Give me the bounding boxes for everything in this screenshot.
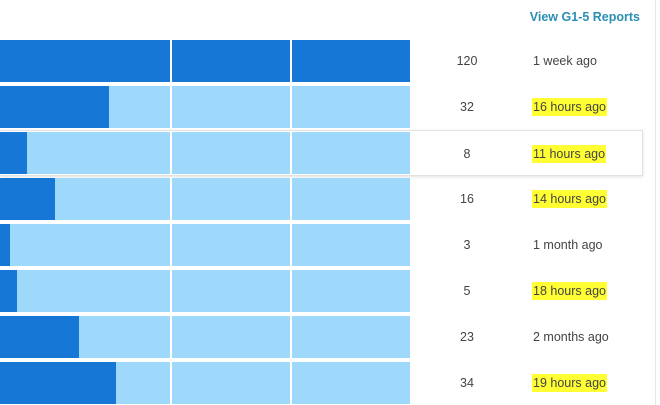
bar-segment-divider — [290, 316, 292, 358]
bar-segment-divider — [170, 224, 172, 266]
progress-bar-fill — [0, 362, 117, 404]
row-time: 1 month ago — [532, 222, 604, 268]
row-count: 8 — [463, 147, 471, 161]
row-count: 32 — [460, 100, 474, 114]
row-count: 23 — [460, 330, 474, 344]
progress-bar-fill — [0, 40, 410, 82]
row-count: 120 — [456, 54, 478, 68]
bar-segment-divider — [170, 132, 172, 174]
row-time-text: 2 months ago — [533, 330, 609, 344]
row-time: 19 hours ago — [532, 360, 607, 405]
bar-segment-divider — [290, 224, 292, 266]
list-row[interactable]: 120 1 week ago — [0, 38, 655, 84]
progress-bar-fill — [0, 132, 28, 174]
panel-edge-divider — [655, 0, 656, 405]
progress-bar — [0, 224, 410, 266]
progress-list: 120 1 week ago 32 16 hours ago 8 11 hour… — [0, 38, 655, 405]
progress-bar — [0, 270, 410, 312]
bar-segment-divider — [290, 362, 292, 404]
row-time-text: 18 hours ago — [532, 282, 607, 300]
row-count: 34 — [460, 376, 474, 390]
progress-bar-fill — [0, 86, 110, 128]
row-time: 2 months ago — [532, 314, 610, 360]
row-count: 5 — [463, 284, 471, 298]
bar-segment-divider — [290, 132, 292, 174]
progress-bar — [0, 178, 410, 220]
progress-bar — [0, 40, 410, 82]
bar-segment-divider — [290, 270, 292, 312]
row-time: 18 hours ago — [532, 268, 607, 314]
view-reports-link[interactable]: View G1-5 Reports — [529, 10, 640, 24]
progress-bar-fill — [0, 224, 11, 266]
bar-segment-divider — [290, 178, 292, 220]
bar-segment-divider — [170, 86, 172, 128]
progress-bar-fill — [0, 270, 18, 312]
progress-bar — [0, 86, 410, 128]
row-time: 14 hours ago — [532, 176, 607, 222]
progress-bar-fill — [0, 178, 55, 220]
progress-bar — [0, 316, 410, 358]
bar-segment-divider — [170, 178, 172, 220]
row-time-text: 19 hours ago — [532, 374, 607, 392]
list-row[interactable]: 32 16 hours ago — [0, 84, 655, 130]
progress-bar — [0, 132, 410, 174]
row-time-text: 16 hours ago — [532, 98, 607, 116]
row-time-text: 11 hours ago — [532, 145, 607, 163]
bar-segment-divider — [290, 86, 292, 128]
list-row[interactable]: 3 1 month ago — [0, 222, 655, 268]
bar-segment-divider — [290, 40, 292, 82]
list-row[interactable]: 23 2 months ago — [0, 314, 655, 360]
row-time-text: 14 hours ago — [532, 190, 607, 208]
row-time-text: 1 week ago — [533, 54, 597, 68]
list-row[interactable]: 5 18 hours ago — [0, 268, 655, 314]
row-time: 1 week ago — [532, 38, 598, 84]
bar-segment-divider — [170, 270, 172, 312]
progress-bar — [0, 362, 410, 404]
row-count: 16 — [460, 192, 474, 206]
row-time-text: 1 month ago — [533, 238, 603, 252]
bar-segment-divider — [170, 40, 172, 82]
progress-bar-fill — [0, 316, 79, 358]
list-row[interactable]: 16 14 hours ago — [0, 176, 655, 222]
row-time: 16 hours ago — [532, 84, 607, 130]
list-row[interactable]: 34 19 hours ago — [0, 360, 655, 405]
row-count: 3 — [463, 238, 471, 252]
bar-segment-divider — [170, 362, 172, 404]
bar-segment-divider — [170, 316, 172, 358]
list-row-hovered[interactable]: 8 11 hours ago — [0, 130, 643, 176]
row-time: 11 hours ago — [532, 131, 607, 177]
